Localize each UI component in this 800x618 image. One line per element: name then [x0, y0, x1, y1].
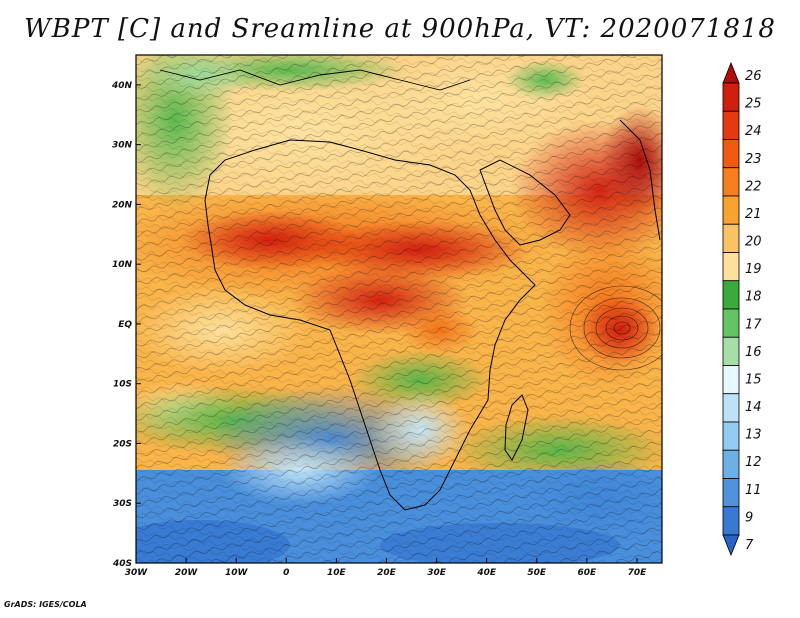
lon-tick-label: 20W — [175, 568, 199, 578]
colorbar-label: 7 — [745, 538, 754, 553]
colorbar-label: 13 — [745, 428, 762, 443]
colorbar-segment — [722, 478, 740, 508]
map-title: WBPT [C] and Sreamline at 900hPa, VT: 20… — [24, 14, 776, 44]
india-coastline — [619, 119, 661, 241]
colorbar-label: 17 — [745, 317, 762, 332]
colorbar-segment — [722, 365, 740, 395]
colorbar-segment — [722, 421, 740, 451]
colorbar-segment — [722, 506, 740, 536]
lat-tick-label: 20S — [113, 439, 132, 449]
lon-tick-label: 50E — [527, 568, 547, 578]
lon-tick-label: 60E — [578, 568, 598, 578]
longitude-axis: 30W 20W 10W 0 10E 20E 30E 40E 50E 60E 70E — [125, 558, 647, 578]
lat-tick-label: 30S — [113, 499, 132, 509]
colorbar-label: 23 — [745, 152, 762, 167]
colorbar-segment — [722, 336, 740, 366]
cyclone-circulation — [569, 285, 662, 371]
lon-tick-label: 30W — [125, 568, 149, 578]
colorbar-segment — [722, 195, 740, 225]
colorbar-max-arrow — [722, 61, 740, 84]
colorbar-label: 26 — [745, 69, 762, 84]
colorbar-label: 25 — [745, 97, 762, 112]
colorbar-segment — [722, 110, 740, 140]
madagascar-coastline — [504, 394, 529, 461]
colorbar-label: 14 — [745, 400, 762, 415]
lon-tick-label: 20E — [377, 568, 397, 578]
colorbar-min-arrow — [722, 534, 740, 557]
colorbar-label: 9 — [745, 510, 753, 525]
colorbar-label: 24 — [745, 124, 762, 139]
colorbar-label: 21 — [745, 207, 762, 222]
africa-coastline — [204, 139, 536, 511]
colorbar-segment — [722, 393, 740, 423]
colorbar-label: 18 — [745, 290, 762, 305]
colorbar-segment — [722, 139, 740, 169]
colorbar-segment — [722, 82, 740, 112]
lat-tick-label: EQ — [118, 320, 132, 330]
colorbar-label: 12 — [745, 455, 762, 470]
lon-tick-label: 70E — [628, 568, 648, 578]
lon-tick-label: 10W — [225, 568, 249, 578]
colorbar-segment — [722, 167, 740, 197]
lat-tick-label: 20N — [112, 200, 133, 210]
lat-tick-label: 30N — [112, 141, 133, 151]
europe-coastline — [159, 69, 471, 91]
map-frame — [135, 54, 663, 564]
colorbar-label: 20 — [745, 235, 762, 250]
colorbar-label: 11 — [745, 483, 762, 498]
colorbar-label: 16 — [745, 345, 762, 360]
lon-tick-label: 30E — [427, 568, 447, 578]
colorbar-segment — [722, 280, 740, 310]
colorbar-segment — [722, 308, 740, 338]
lat-tick-label: 40S — [112, 559, 132, 569]
lat-tick-label: 10S — [113, 380, 132, 390]
latitude-axis: 40N 30N 20N 10N EQ 10S 20S 30S 40S — [111, 81, 141, 569]
lat-tick-label: 10N — [112, 260, 133, 270]
colorbar-segment — [722, 449, 740, 479]
colorbar: 26 25 24 23 22 21 20 19 18 17 16 15 14 13 12 11 9 7 — [722, 61, 762, 557]
colorbar-label: 19 — [745, 262, 762, 277]
footer-credit: GrADS: IGES/COLA — [4, 600, 87, 609]
colorbar-label: 15 — [745, 372, 762, 387]
lon-tick-label: 0 — [283, 568, 289, 578]
wbpt-field — [136, 55, 662, 563]
lat-tick-label: 40N — [111, 81, 133, 91]
lon-tick-label: 10E — [327, 568, 347, 578]
colorbar-label: 22 — [745, 179, 762, 194]
lon-tick-label: 40E — [476, 568, 497, 578]
arabia-coastline — [479, 159, 571, 246]
colorbar-segment — [722, 223, 740, 253]
colorbar-segment — [722, 252, 740, 282]
